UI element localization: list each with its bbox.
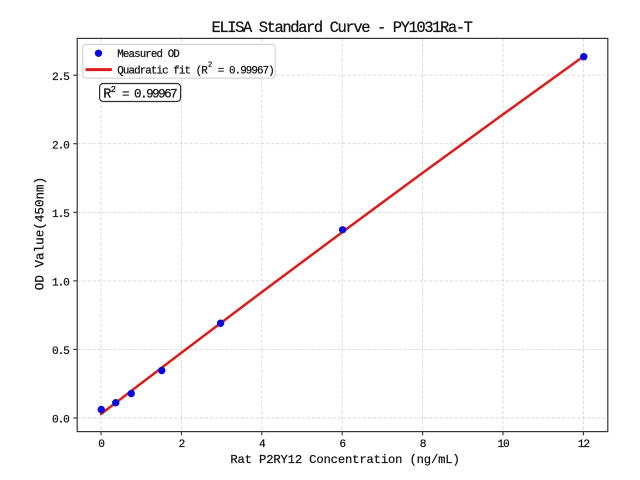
svg-text:8: 8 [420,439,426,451]
svg-text:Measured OD: Measured OD [117,49,179,61]
svg-text:2.5: 2.5 [52,72,69,84]
svg-text:1.0: 1.0 [52,278,70,290]
svg-text:6: 6 [339,439,345,451]
svg-text:= 0.99967: = 0.99967 [122,87,177,101]
svg-text:Quadratic fit (R: Quadratic fit (R [117,65,208,77]
svg-text:OD Value(450nm): OD Value(450nm) [34,177,48,290]
svg-text:0.0: 0.0 [52,415,70,427]
svg-text:R: R [103,87,111,102]
svg-text:2: 2 [179,439,185,451]
svg-text:1.5: 1.5 [52,209,69,221]
svg-text:4: 4 [259,439,266,451]
svg-text:= 0.99967): = 0.99967) [218,65,274,77]
svg-text:0: 0 [98,439,105,451]
svg-text:2.0: 2.0 [52,140,70,152]
svg-text:Rat P2RY12 Concentration (ng/m: Rat P2RY12 Concentration (ng/mL) [230,453,459,467]
svg-text:10: 10 [497,439,510,451]
svg-text:2: 2 [111,85,116,95]
svg-text:2: 2 [208,62,212,70]
svg-text:12: 12 [578,439,590,451]
svg-text:0.5: 0.5 [52,346,69,358]
svg-text:ELISA Standard Curve - PY1031R: ELISA Standard Curve - PY1031Ra-T [211,19,472,37]
